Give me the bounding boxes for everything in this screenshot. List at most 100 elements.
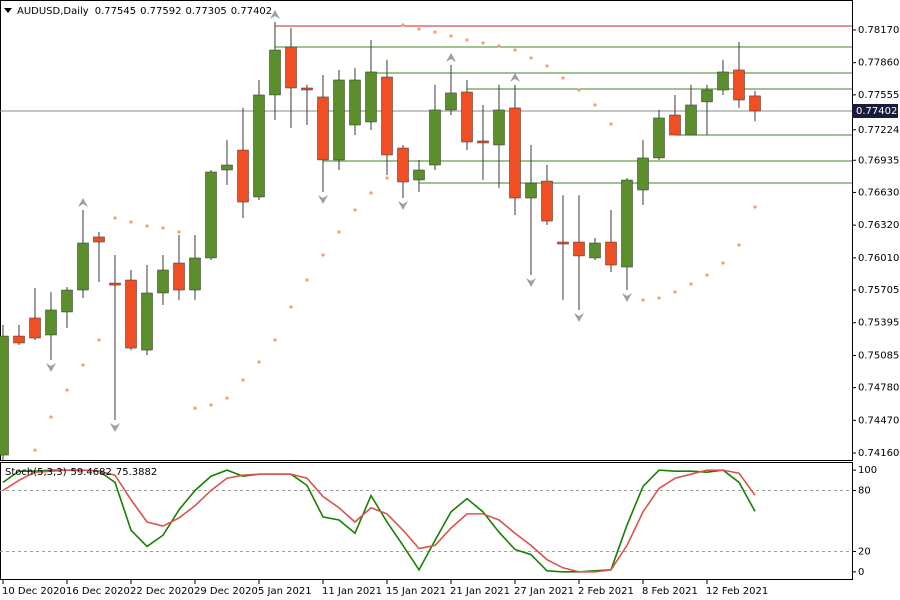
candle-body xyxy=(13,335,25,344)
header-close: 0.77402 xyxy=(231,6,272,17)
sar-dot xyxy=(737,243,741,247)
symbol-title: AUDUSD,Daily xyxy=(17,6,89,17)
x-tick-label: 29 Dec 2020 xyxy=(194,586,258,597)
fractal-down xyxy=(526,278,536,288)
sar-dot xyxy=(33,448,37,452)
stoch-line xyxy=(2,469,756,573)
candle-body xyxy=(461,91,473,143)
x-tick-label: 2 Feb 2021 xyxy=(578,586,634,597)
candle-body xyxy=(669,114,681,136)
candle-body xyxy=(221,164,233,171)
sar-dot xyxy=(337,230,341,234)
candle-body xyxy=(237,149,249,203)
sar-dot xyxy=(497,44,501,48)
header-high: 0.77592 xyxy=(140,6,181,17)
candle-body xyxy=(525,182,537,199)
stoch-panel-frame xyxy=(0,462,853,580)
candle-body xyxy=(445,92,457,111)
fractal-down xyxy=(622,293,632,303)
sar-dot xyxy=(721,261,725,265)
stoch-main-value: 59.4682 xyxy=(70,467,111,478)
y-tick-label: 0.76935 xyxy=(858,155,899,166)
stoch-header: Stoch(5,3,3) 59.4682 75.3882 xyxy=(5,467,157,478)
y-tick-label: 0 xyxy=(858,567,864,578)
sar-dot xyxy=(481,41,485,45)
y-tick-label: 0.77224 xyxy=(858,125,899,136)
x-tick-label: 11 Jan 2021 xyxy=(322,586,382,597)
candle-body xyxy=(125,279,137,349)
candle-body xyxy=(317,96,329,161)
y-tick-label: 100 xyxy=(858,465,877,476)
candle-body xyxy=(397,147,409,183)
fractal-down xyxy=(110,423,120,433)
sar-dot xyxy=(113,216,117,220)
sar-dot xyxy=(321,253,325,257)
sar-dot xyxy=(561,76,565,80)
sar-dot xyxy=(273,338,277,342)
candle-body xyxy=(109,282,121,286)
candle-body xyxy=(509,107,521,199)
candle-body xyxy=(45,309,57,336)
sar-dot xyxy=(545,64,549,68)
candle-body xyxy=(637,157,649,191)
sar-dot xyxy=(241,378,245,382)
candle-body xyxy=(253,94,265,198)
candle-body xyxy=(29,317,41,339)
current-price-box xyxy=(852,103,898,118)
candle-body xyxy=(0,335,9,456)
sar-dot xyxy=(433,30,437,34)
candle-body xyxy=(653,117,665,159)
sar-dot xyxy=(225,396,229,400)
candle-body xyxy=(157,269,169,294)
y-tick-label: 0.77860 xyxy=(858,58,899,69)
main-header: AUDUSD,Daily 0.77545 0.77592 0.77305 0.77402 xyxy=(17,6,272,17)
sar-dot xyxy=(97,338,101,342)
sar-dot xyxy=(161,226,165,230)
candle-body xyxy=(685,104,697,136)
fractal-up xyxy=(510,72,520,82)
sar-dot xyxy=(369,191,373,195)
fractal-down xyxy=(318,195,328,205)
sar-dot xyxy=(81,363,85,367)
sar-dot xyxy=(289,305,293,309)
y-tick-label: 0.76320 xyxy=(858,220,899,231)
candle-body xyxy=(77,242,89,291)
header-open: 0.77545 xyxy=(95,6,136,17)
candle-body xyxy=(413,169,425,181)
sar-dot xyxy=(417,27,421,31)
candle-body xyxy=(301,87,313,91)
y-tick-label: 20 xyxy=(858,547,871,558)
x-tick-label: 22 Dec 2020 xyxy=(130,586,194,597)
candle-body xyxy=(477,140,489,144)
candle-body xyxy=(749,95,761,112)
sar-dot xyxy=(449,34,453,38)
menu-arrow[interactable] xyxy=(4,8,12,13)
fractal-up xyxy=(270,9,280,19)
main-panel-frame xyxy=(0,0,853,461)
x-tick-label: 27 Jan 2021 xyxy=(514,586,574,597)
candle-body xyxy=(365,71,377,123)
fractal-up xyxy=(446,52,456,62)
sar-dot xyxy=(129,220,133,224)
sar-dot xyxy=(593,103,597,107)
candle-body xyxy=(61,289,73,313)
sar-dot xyxy=(689,282,693,286)
plot-layer: 0.78170 0.77860 0.77555 0.77224 0.76935 0.766… xyxy=(0,9,899,597)
sar-dot xyxy=(513,48,517,52)
candle-body xyxy=(205,171,217,259)
x-tick-label: 21 Jan 2021 xyxy=(450,586,510,597)
y-tick-label: 80 xyxy=(858,485,871,496)
candle-body xyxy=(333,79,345,161)
y-tick-label: 0.74470 xyxy=(858,415,899,426)
y-tick-label: 0.74780 xyxy=(858,383,899,394)
candle-body xyxy=(541,180,553,222)
sar-dot xyxy=(401,23,405,27)
sar-dot xyxy=(609,122,613,126)
y-tick-label: 0.78170 xyxy=(858,25,899,36)
sar-dot xyxy=(353,208,357,212)
sar-dot xyxy=(65,388,69,392)
candle-body xyxy=(141,292,153,351)
candle-body xyxy=(93,236,105,243)
sar-dot xyxy=(145,224,149,228)
